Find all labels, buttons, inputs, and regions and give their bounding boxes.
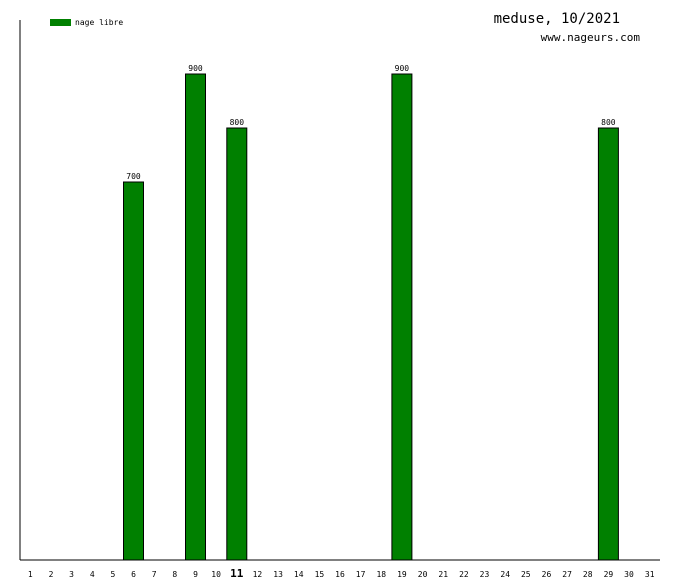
bar-value-label-19: 900 [395,64,410,73]
x-tick-label-23: 23 [480,570,490,579]
legend-swatch [50,19,71,26]
bar-value-label-29: 800 [601,118,616,127]
x-tick-label-15: 15 [315,570,325,579]
x-tick-label-21: 21 [438,570,448,579]
x-tick-label-12: 12 [253,570,263,579]
x-tick-label-19: 19 [397,570,407,579]
chart-title: meduse, 10/2021 [494,11,620,27]
x-tick-label-14: 14 [294,570,304,579]
x-tick-label-17: 17 [356,570,366,579]
x-tick-label-18: 18 [376,570,386,579]
bar-value-label-11: 800 [230,118,245,127]
x-tick-label-11: 11 [230,567,244,580]
x-tick-label-22: 22 [459,570,469,579]
bar-9 [185,73,206,561]
x-tick-label-29: 29 [604,570,614,579]
x-tick-label-3: 3 [69,570,74,579]
bar-value-label-9: 900 [188,64,203,73]
x-tick-label-6: 6 [131,570,136,579]
x-tick-label-7: 7 [152,570,157,579]
bars [123,73,619,561]
x-tick-label-13: 13 [273,570,283,579]
bar-29 [597,127,619,561]
x-tick-label-28: 28 [583,570,593,579]
axes [19,20,660,561]
x-tick-label-25: 25 [521,570,531,579]
bar-11 [226,127,248,561]
x-tick-labels: 1 2 3 4 5 6 7 8 9 10 11 12 13 14 15 16 17 18 19 20 21 22 23 24 2… [28,567,655,580]
x-tick-label-16: 16 [335,570,345,579]
x-tick-label-26: 26 [542,570,552,579]
x-tick-label-2: 2 [49,570,54,579]
bar-6 [123,181,144,561]
x-tick-label-30: 30 [624,570,634,579]
chart-subtitle: www.nageurs.com [541,31,641,44]
x-tick-label-5: 5 [110,570,115,579]
bar-value-label-6: 700 [126,172,141,181]
x-tick-label-8: 8 [172,570,177,579]
x-tick-label-1: 1 [28,570,33,579]
x-tick-label-10: 10 [211,570,221,579]
x-tick-label-24: 24 [500,570,510,579]
x-tick-label-31: 31 [645,570,655,579]
legend: nage libre [50,18,123,27]
legend-label: nage libre [75,18,123,27]
x-tick-label-27: 27 [562,570,572,579]
x-tick-label-9: 9 [193,570,198,579]
bar-19 [391,73,413,561]
x-tick-label-20: 20 [418,570,428,579]
x-tick-label-4: 4 [90,570,95,579]
value-labels: 700 900 800 900 800 [126,64,616,181]
